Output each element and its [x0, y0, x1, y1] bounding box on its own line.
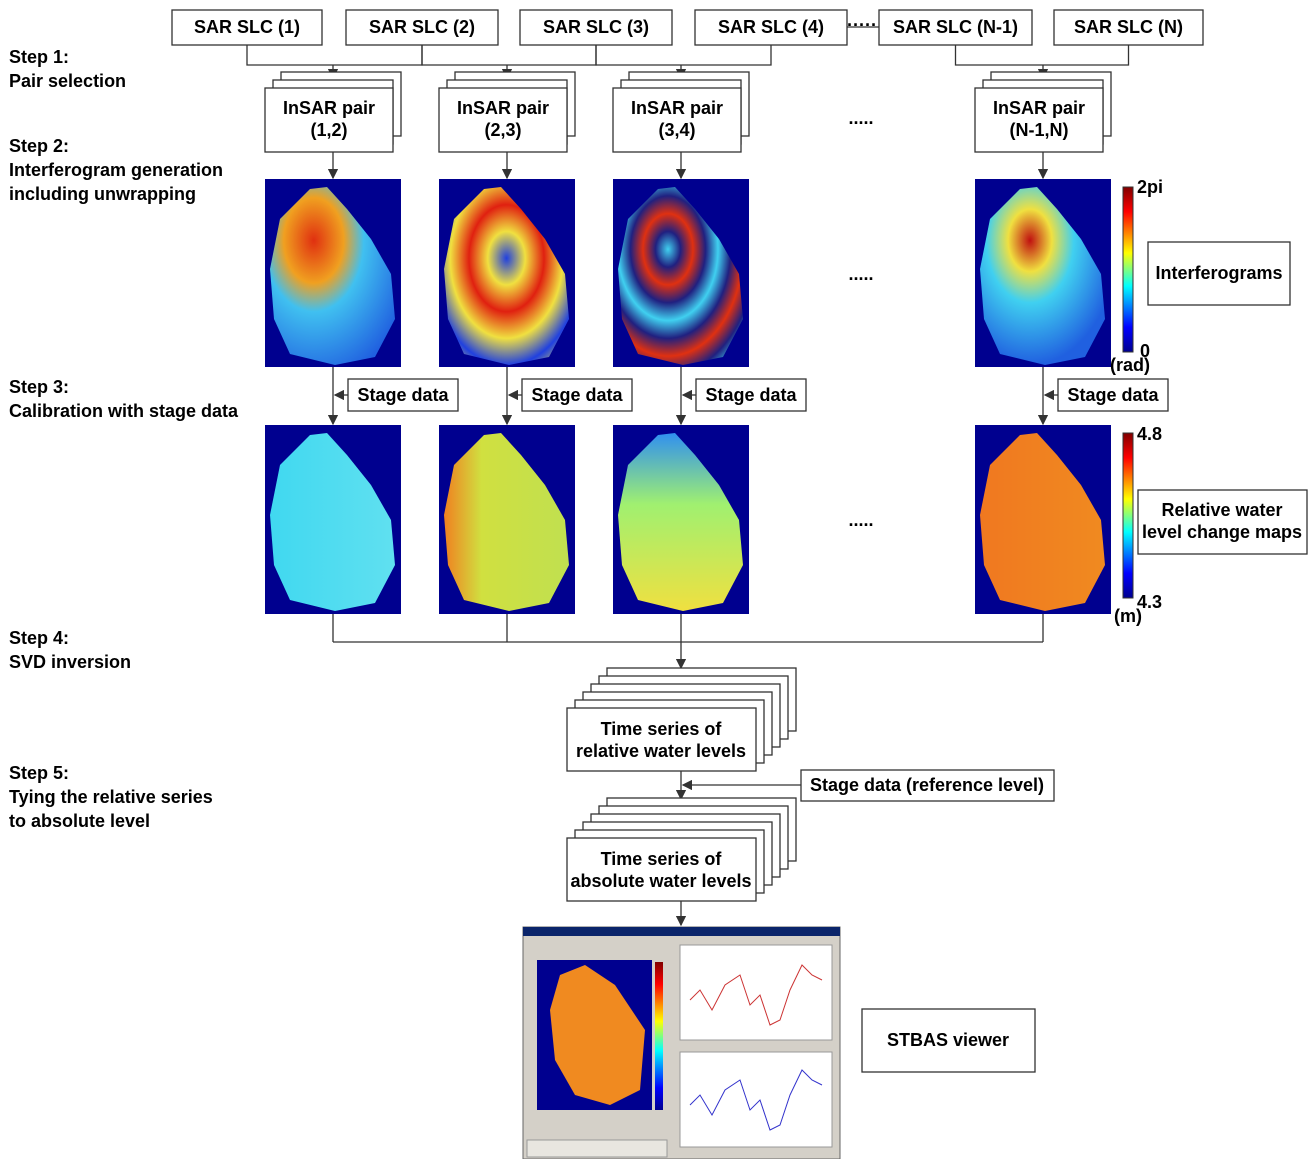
viewer-colorbar	[655, 962, 663, 1110]
ellipsis: .....	[848, 264, 873, 284]
colorbar-label: (m)	[1114, 606, 1142, 626]
colorbar	[1123, 187, 1133, 352]
pair-label: InSAR pair	[457, 98, 549, 118]
pair-label: InSAR pair	[283, 98, 375, 118]
step-text: SVD inversion	[9, 652, 131, 672]
box-label: STBAS viewer	[887, 1030, 1009, 1050]
step-title: Step 4:	[9, 628, 69, 648]
stage-label: Stage data	[357, 385, 449, 405]
colorbar-label: (rad)	[1110, 355, 1150, 375]
stack-label: Time series of	[601, 719, 723, 739]
connector	[422, 45, 596, 65]
slc-label: SAR SLC (2)	[369, 17, 475, 37]
stage-label: Stage data	[705, 385, 797, 405]
viewer-titlebar	[523, 927, 840, 936]
connector	[596, 45, 771, 65]
slc-label: SAR SLC (N)	[1074, 17, 1183, 37]
ellipsis: ·····	[847, 15, 877, 35]
step-text: Tying the relative series	[9, 787, 213, 807]
colorbar-label: 4.8	[1137, 424, 1162, 444]
workflow-diagram: SAR SLC (1) SAR SLC (2) SAR SLC (3) SAR SLC…	[0, 0, 1309, 1159]
pair-index: (2,3)	[484, 120, 521, 140]
stack-label: Time series of	[601, 849, 723, 869]
stage-ref-label: Stage data (reference level)	[810, 775, 1044, 795]
step-title: Step 5:	[9, 763, 69, 783]
box-label: Interferograms	[1155, 263, 1282, 283]
step-text: Calibration with stage data	[9, 401, 239, 421]
slc-label: SAR SLC (N-1)	[893, 17, 1018, 37]
viewer-plot	[680, 945, 832, 1040]
step-text: Interferogram generation	[9, 160, 223, 180]
pair-label: InSAR pair	[993, 98, 1085, 118]
slc-label: SAR SLC (1)	[194, 17, 300, 37]
colorbar	[1123, 433, 1133, 598]
connector	[956, 45, 1129, 65]
step-title: Step 2:	[9, 136, 69, 156]
pair-index: (3,4)	[658, 120, 695, 140]
box-label: Relative water	[1161, 500, 1282, 520]
stack-front	[567, 708, 756, 771]
pair-index: (1,2)	[310, 120, 347, 140]
connector	[247, 45, 422, 65]
stage-label: Stage data	[1067, 385, 1159, 405]
box-label: level change maps	[1142, 522, 1302, 542]
step-text: including unwrapping	[9, 184, 196, 204]
stage-label: Stage data	[531, 385, 623, 405]
colorbar-label: 2pi	[1137, 177, 1163, 197]
stack-label: relative water levels	[576, 741, 746, 761]
step-text: Pair selection	[9, 71, 126, 91]
viewer-controls	[527, 1140, 667, 1157]
ellipsis: .....	[848, 108, 873, 128]
ellipsis: .....	[848, 510, 873, 530]
stack-front	[567, 838, 756, 901]
stack-label: absolute water levels	[570, 871, 751, 891]
step-title: Step 1:	[9, 47, 69, 67]
slc-label: SAR SLC (3)	[543, 17, 649, 37]
step-text: to absolute level	[9, 811, 150, 831]
pair-index: (N-1,N)	[1010, 120, 1069, 140]
step-title: Step 3:	[9, 377, 69, 397]
pair-label: InSAR pair	[631, 98, 723, 118]
slc-label: SAR SLC (4)	[718, 17, 824, 37]
